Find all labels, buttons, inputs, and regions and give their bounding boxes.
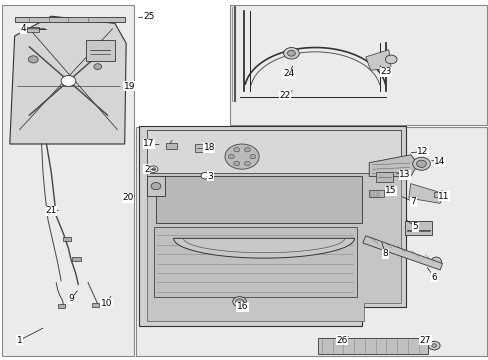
Bar [368,190,383,197]
Bar [156,176,361,223]
Text: 16: 16 [236,302,248,311]
Circle shape [152,168,156,171]
Text: 4: 4 [20,24,26,33]
Circle shape [224,144,259,169]
Text: 6: 6 [430,273,436,282]
Text: 26: 26 [336,336,347,345]
Text: 9: 9 [68,294,74,303]
Ellipse shape [430,257,441,267]
Polygon shape [365,50,390,70]
Bar [58,304,64,308]
Bar [2,5,134,356]
Text: 19: 19 [123,82,135,91]
Circle shape [151,183,161,190]
Text: 12: 12 [416,147,428,156]
Circle shape [283,48,299,59]
Circle shape [28,56,38,63]
Circle shape [94,64,102,69]
Circle shape [233,148,239,152]
Text: 13: 13 [398,170,410,179]
Circle shape [412,157,429,170]
Circle shape [201,172,209,179]
Bar [166,143,177,149]
Text: 18: 18 [203,143,215,152]
Bar [146,176,165,196]
Text: 23: 23 [380,68,391,77]
Bar [433,192,443,197]
Bar [146,130,400,173]
Bar [317,338,427,354]
Circle shape [149,166,158,172]
Circle shape [228,154,234,159]
Circle shape [244,161,250,166]
Bar [136,127,486,356]
Text: 1: 1 [17,336,22,345]
Bar [194,144,209,152]
Bar [92,303,99,307]
Circle shape [249,154,255,159]
Bar [27,27,39,32]
Text: 7: 7 [409,197,415,206]
Circle shape [287,50,295,56]
Bar [229,5,486,125]
Text: 25: 25 [143,12,155,21]
Text: 2: 2 [143,165,149,174]
Circle shape [385,55,396,64]
Text: 11: 11 [437,192,449,201]
Text: 20: 20 [122,194,134,202]
Text: 17: 17 [143,139,155,148]
Polygon shape [146,130,400,321]
Text: 5: 5 [412,222,418,231]
Polygon shape [139,126,405,326]
Bar [15,17,124,22]
Text: 24: 24 [282,69,294,78]
Circle shape [427,341,439,350]
Polygon shape [362,236,442,270]
Bar [62,237,71,241]
Text: 27: 27 [419,336,430,345]
Circle shape [61,76,76,86]
Bar [375,172,392,182]
Circle shape [431,344,436,347]
Polygon shape [10,16,126,144]
Text: 10: 10 [101,299,112,307]
Text: 21: 21 [45,206,57,215]
Text: 14: 14 [433,157,445,166]
Polygon shape [368,155,417,176]
Circle shape [244,148,250,152]
Polygon shape [173,238,354,258]
Text: 8: 8 [382,249,387,258]
Bar [404,221,431,235]
Bar [154,227,356,297]
Circle shape [416,160,426,167]
Circle shape [232,297,246,307]
Bar [72,257,81,261]
Polygon shape [408,184,443,203]
Text: 15: 15 [385,186,396,195]
Circle shape [235,299,243,305]
Text: 22: 22 [278,91,290,100]
Circle shape [233,161,239,166]
Bar [85,40,115,61]
Text: 3: 3 [207,172,213,181]
